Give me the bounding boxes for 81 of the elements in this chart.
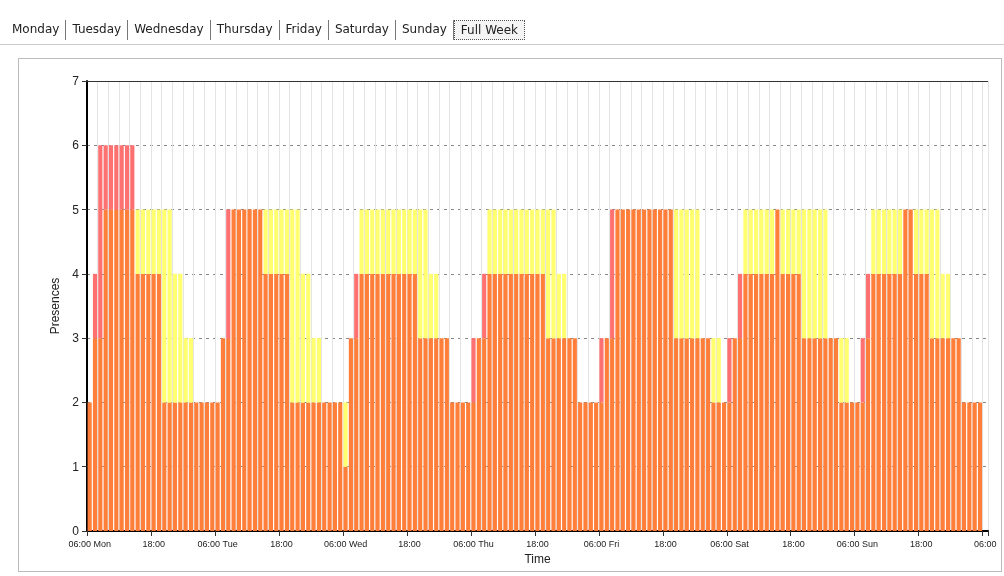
bar <box>817 209 823 339</box>
y-tick-label: 1 <box>72 459 80 474</box>
text: Wednesday <box>128 20 211 40</box>
text: Sunday <box>395 20 454 40</box>
x-tick-label: 18:00 <box>270 538 293 549</box>
x-tick-label: 06:00 Tue <box>197 538 238 549</box>
bar <box>108 209 114 531</box>
text: Full Week <box>453 20 526 40</box>
bar <box>252 209 258 531</box>
bar <box>785 209 791 274</box>
bar <box>817 338 823 531</box>
bar <box>92 338 98 531</box>
bar <box>860 338 865 403</box>
bar <box>839 338 844 403</box>
bar <box>871 209 876 274</box>
bar <box>599 338 604 403</box>
bar <box>913 209 919 274</box>
bar <box>738 273 743 339</box>
text: Saturday <box>328 20 396 40</box>
bar <box>482 273 487 339</box>
text: Friday <box>279 20 329 40</box>
x-tick-label: 06:00 <box>974 538 997 549</box>
bar <box>204 402 210 531</box>
x-tick-label: 06:00 Sat <box>710 538 750 549</box>
x-tick-label: 18:00 <box>654 538 677 549</box>
bar <box>268 273 274 531</box>
bar <box>945 338 951 531</box>
bar <box>471 338 476 403</box>
bar <box>220 338 226 531</box>
x-tick-label: 18:00 <box>142 538 165 549</box>
x-tick-label: 06:00 Mon <box>68 538 111 549</box>
x-tick-label: 06:00 Sun <box>836 538 878 549</box>
bar <box>801 209 807 339</box>
bar <box>354 273 359 339</box>
bar <box>881 209 887 274</box>
x-tick-label: 18:00 <box>782 538 805 549</box>
text: Tuesday <box>66 20 129 40</box>
y-tick-label: 4 <box>72 266 80 281</box>
x-axis-title: Time <box>524 552 551 566</box>
x-tick-label: 18:00 <box>398 538 421 549</box>
bar <box>897 209 903 274</box>
bar <box>124 145 130 210</box>
bar <box>610 209 615 339</box>
bar <box>108 145 114 210</box>
bar <box>844 338 849 403</box>
bar <box>226 209 231 339</box>
text: Thursday <box>210 20 280 40</box>
bar <box>833 338 839 531</box>
bar <box>945 273 951 339</box>
x-tick-label: 06:00 Thu <box>453 538 494 549</box>
bar <box>172 402 178 531</box>
bar <box>140 273 146 531</box>
bar <box>188 338 194 403</box>
bar <box>727 338 732 403</box>
y-tick-label: 6 <box>72 138 80 153</box>
x-tick-label: 06:00 Fri <box>583 538 620 549</box>
bar <box>849 402 855 531</box>
bar <box>268 209 274 274</box>
x-tick-label: 06:00 Wed <box>323 538 368 549</box>
bar <box>284 273 290 531</box>
y-tick-label: 0 <box>72 524 80 538</box>
bar <box>929 209 935 339</box>
y-tick-label: 2 <box>72 395 80 410</box>
bar <box>188 402 194 531</box>
text: Monday <box>6 20 67 40</box>
bar <box>865 273 871 339</box>
y-tick-label: 3 <box>72 331 80 346</box>
y-tick-label: 7 <box>72 74 80 88</box>
bar <box>140 209 146 274</box>
bar <box>316 338 321 403</box>
bar <box>236 209 242 531</box>
bar <box>977 402 983 531</box>
bar <box>881 273 887 531</box>
y-axis-title: Presences <box>48 277 63 335</box>
y-tick-label: 5 <box>72 202 80 217</box>
bar <box>343 402 348 467</box>
bar <box>156 273 162 531</box>
x-tick-label: 18:00 <box>526 538 549 549</box>
bar <box>785 273 791 531</box>
bar <box>124 209 130 531</box>
x-tick-label: 18:00 <box>910 538 933 549</box>
